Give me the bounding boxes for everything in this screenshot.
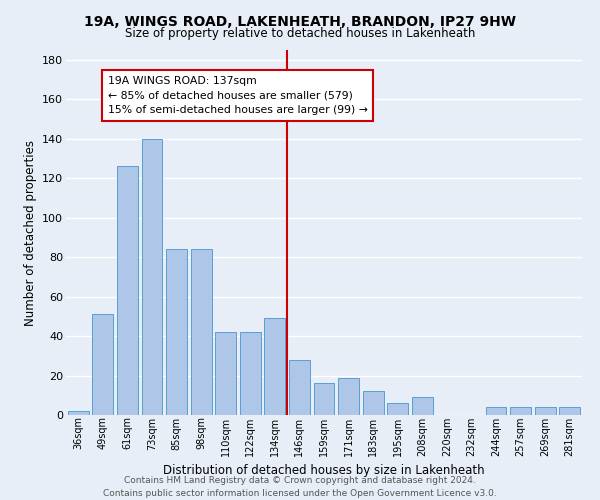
Bar	[412, 397, 433, 415]
Bar	[535, 407, 556, 415]
Text: 19A, WINGS ROAD, LAKENHEATH, BRANDON, IP27 9HW: 19A, WINGS ROAD, LAKENHEATH, BRANDON, IP…	[84, 15, 516, 29]
Bar	[362, 392, 383, 415]
Bar	[191, 250, 212, 415]
Bar	[166, 250, 187, 415]
Bar	[68, 411, 89, 415]
Bar	[289, 360, 310, 415]
Text: 19A WINGS ROAD: 137sqm
← 85% of detached houses are smaller (579)
15% of semi-de: 19A WINGS ROAD: 137sqm ← 85% of detached…	[108, 76, 368, 115]
Bar	[314, 384, 334, 415]
Text: Size of property relative to detached houses in Lakenheath: Size of property relative to detached ho…	[125, 28, 475, 40]
Bar	[215, 332, 236, 415]
Bar	[485, 407, 506, 415]
Bar	[117, 166, 138, 415]
Text: Contains HM Land Registry data © Crown copyright and database right 2024.
Contai: Contains HM Land Registry data © Crown c…	[103, 476, 497, 498]
Bar	[265, 318, 286, 415]
Bar	[510, 407, 531, 415]
Bar	[559, 407, 580, 415]
Bar	[338, 378, 359, 415]
Y-axis label: Number of detached properties: Number of detached properties	[23, 140, 37, 326]
Bar	[142, 139, 163, 415]
Bar	[92, 314, 113, 415]
Bar	[240, 332, 261, 415]
Bar	[387, 403, 408, 415]
X-axis label: Distribution of detached houses by size in Lakenheath: Distribution of detached houses by size …	[163, 464, 485, 477]
